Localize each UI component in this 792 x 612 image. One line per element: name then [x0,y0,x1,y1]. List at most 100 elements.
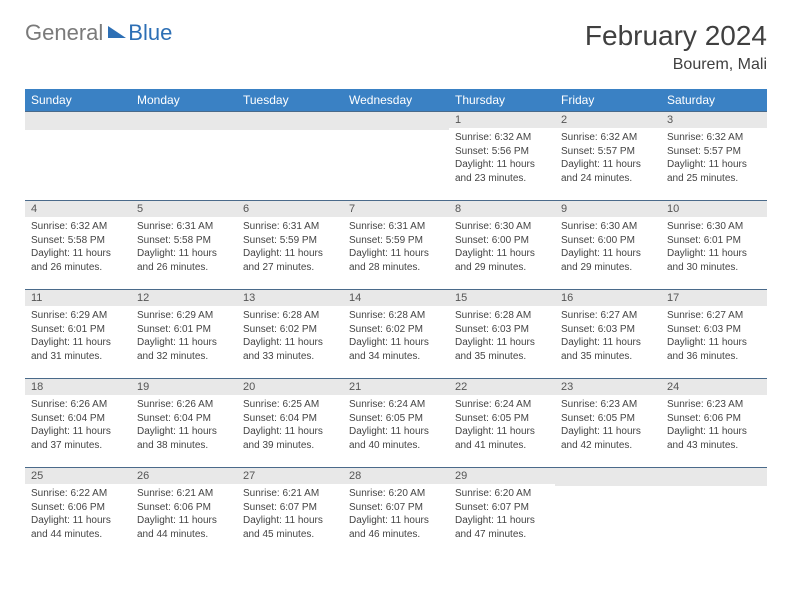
day-number: 26 [131,468,237,484]
calendar-day-cell: 22Sunrise: 6:24 AMSunset: 6:05 PMDayligh… [449,379,555,468]
day-number: 10 [661,201,767,217]
sunrise-text: Sunrise: 6:27 AM [667,309,761,323]
day-number: 16 [555,290,661,306]
day-number [25,112,131,130]
sunset-text: Sunset: 6:03 PM [561,323,655,337]
daylight-text: Daylight: 11 hours and 23 minutes. [455,158,549,185]
day-content: Sunrise: 6:32 AMSunset: 5:58 PMDaylight:… [25,217,131,277]
calendar-day-cell: 25Sunrise: 6:22 AMSunset: 6:06 PMDayligh… [25,468,131,557]
daylight-text: Daylight: 11 hours and 40 minutes. [349,425,443,452]
daylight-text: Daylight: 11 hours and 43 minutes. [667,425,761,452]
sunset-text: Sunset: 6:06 PM [667,412,761,426]
sunset-text: Sunset: 6:04 PM [243,412,337,426]
day-number: 22 [449,379,555,395]
calendar-day-cell [131,112,237,201]
day-content: Sunrise: 6:30 AMSunset: 6:00 PMDaylight:… [555,217,661,277]
weekday-header: Tuesday [237,89,343,112]
day-number: 27 [237,468,343,484]
sunset-text: Sunset: 6:05 PM [349,412,443,426]
calendar-day-cell: 27Sunrise: 6:21 AMSunset: 6:07 PMDayligh… [237,468,343,557]
day-number: 14 [343,290,449,306]
sunset-text: Sunset: 5:57 PM [667,145,761,159]
calendar-day-cell: 23Sunrise: 6:23 AMSunset: 6:05 PMDayligh… [555,379,661,468]
calendar-week-row: 18Sunrise: 6:26 AMSunset: 6:04 PMDayligh… [25,379,767,468]
calendar-week-row: 1Sunrise: 6:32 AMSunset: 5:56 PMDaylight… [25,112,767,201]
sunrise-text: Sunrise: 6:30 AM [455,220,549,234]
day-content: Sunrise: 6:26 AMSunset: 6:04 PMDaylight:… [131,395,237,455]
daylight-text: Daylight: 11 hours and 29 minutes. [561,247,655,274]
calendar-day-cell [661,468,767,557]
daylight-text: Daylight: 11 hours and 35 minutes. [561,336,655,363]
sunrise-text: Sunrise: 6:27 AM [561,309,655,323]
sunrise-text: Sunrise: 6:32 AM [455,131,549,145]
day-content: Sunrise: 6:31 AMSunset: 5:58 PMDaylight:… [131,217,237,277]
daylight-text: Daylight: 11 hours and 26 minutes. [31,247,125,274]
calendar-day-cell: 29Sunrise: 6:20 AMSunset: 6:07 PMDayligh… [449,468,555,557]
calendar-day-cell: 4Sunrise: 6:32 AMSunset: 5:58 PMDaylight… [25,201,131,290]
sunrise-text: Sunrise: 6:20 AM [455,487,549,501]
daylight-text: Daylight: 11 hours and 44 minutes. [137,514,231,541]
daylight-text: Daylight: 11 hours and 28 minutes. [349,247,443,274]
sunrise-text: Sunrise: 6:30 AM [667,220,761,234]
weekday-header: Wednesday [343,89,449,112]
sunrise-text: Sunrise: 6:29 AM [137,309,231,323]
day-number: 19 [131,379,237,395]
sunset-text: Sunset: 6:04 PM [31,412,125,426]
calendar-day-cell: 21Sunrise: 6:24 AMSunset: 6:05 PMDayligh… [343,379,449,468]
daylight-text: Daylight: 11 hours and 46 minutes. [349,514,443,541]
sunset-text: Sunset: 5:58 PM [31,234,125,248]
sunset-text: Sunset: 6:02 PM [349,323,443,337]
sunset-text: Sunset: 6:06 PM [31,501,125,515]
day-number: 17 [661,290,767,306]
sunrise-text: Sunrise: 6:31 AM [349,220,443,234]
day-number [131,112,237,130]
title-block: February 2024 Bourem, Mali [585,20,767,74]
daylight-text: Daylight: 11 hours and 29 minutes. [455,247,549,274]
day-number: 18 [25,379,131,395]
calendar-day-cell: 28Sunrise: 6:20 AMSunset: 6:07 PMDayligh… [343,468,449,557]
header: General Blue February 2024 Bourem, Mali [25,20,767,74]
calendar-week-row: 4Sunrise: 6:32 AMSunset: 5:58 PMDaylight… [25,201,767,290]
day-content: Sunrise: 6:23 AMSunset: 6:05 PMDaylight:… [555,395,661,455]
day-number: 28 [343,468,449,484]
location: Bourem, Mali [585,56,767,74]
sunrise-text: Sunrise: 6:21 AM [243,487,337,501]
sunset-text: Sunset: 6:00 PM [455,234,549,248]
weekday-header-row: Sunday Monday Tuesday Wednesday Thursday… [25,89,767,112]
sunrise-text: Sunrise: 6:31 AM [243,220,337,234]
calendar-day-cell: 8Sunrise: 6:30 AMSunset: 6:00 PMDaylight… [449,201,555,290]
sunrise-text: Sunrise: 6:20 AM [349,487,443,501]
calendar-day-cell: 16Sunrise: 6:27 AMSunset: 6:03 PMDayligh… [555,290,661,379]
day-content: Sunrise: 6:29 AMSunset: 6:01 PMDaylight:… [25,306,131,366]
daylight-text: Daylight: 11 hours and 45 minutes. [243,514,337,541]
calendar-day-cell: 11Sunrise: 6:29 AMSunset: 6:01 PMDayligh… [25,290,131,379]
weekday-header: Friday [555,89,661,112]
day-content: Sunrise: 6:31 AMSunset: 5:59 PMDaylight:… [237,217,343,277]
sunrise-text: Sunrise: 6:29 AM [31,309,125,323]
sunset-text: Sunset: 6:06 PM [137,501,231,515]
day-number [661,468,767,486]
month-title: February 2024 [585,20,767,52]
daylight-text: Daylight: 11 hours and 25 minutes. [667,158,761,185]
calendar-day-cell [555,468,661,557]
daylight-text: Daylight: 11 hours and 32 minutes. [137,336,231,363]
sunset-text: Sunset: 6:00 PM [561,234,655,248]
day-number: 12 [131,290,237,306]
sunrise-text: Sunrise: 6:32 AM [561,131,655,145]
day-number [237,112,343,130]
sunset-text: Sunset: 6:01 PM [667,234,761,248]
day-number [555,468,661,486]
calendar-day-cell: 19Sunrise: 6:26 AMSunset: 6:04 PMDayligh… [131,379,237,468]
day-content: Sunrise: 6:27 AMSunset: 6:03 PMDaylight:… [555,306,661,366]
sunrise-text: Sunrise: 6:22 AM [31,487,125,501]
logo-text-general: General [25,20,103,46]
sunrise-text: Sunrise: 6:21 AM [137,487,231,501]
day-content: Sunrise: 6:20 AMSunset: 6:07 PMDaylight:… [449,484,555,544]
calendar-day-cell: 15Sunrise: 6:28 AMSunset: 6:03 PMDayligh… [449,290,555,379]
day-content: Sunrise: 6:29 AMSunset: 6:01 PMDaylight:… [131,306,237,366]
calendar-day-cell: 6Sunrise: 6:31 AMSunset: 5:59 PMDaylight… [237,201,343,290]
day-content: Sunrise: 6:21 AMSunset: 6:06 PMDaylight:… [131,484,237,544]
calendar-day-cell: 17Sunrise: 6:27 AMSunset: 6:03 PMDayligh… [661,290,767,379]
sunset-text: Sunset: 6:01 PM [137,323,231,337]
day-number: 23 [555,379,661,395]
